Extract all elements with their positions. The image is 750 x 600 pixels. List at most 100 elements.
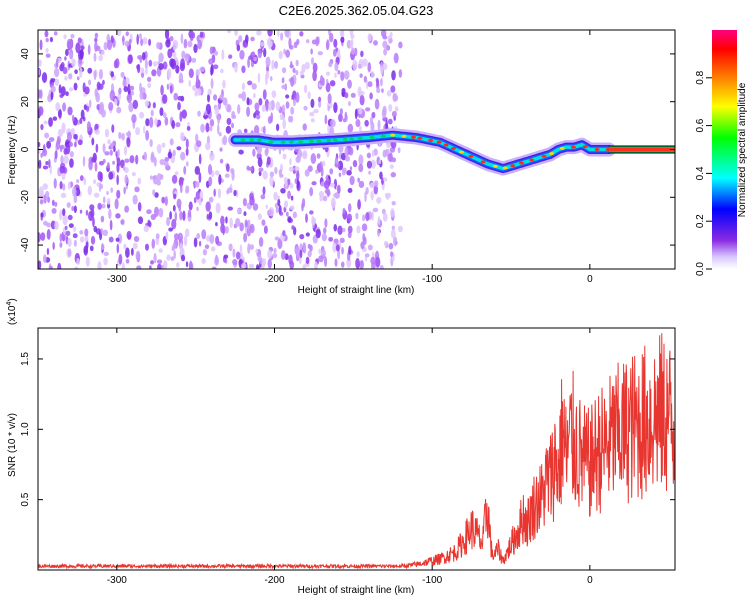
noise-speck <box>53 67 60 78</box>
noise-speck <box>296 170 300 181</box>
signal-peak <box>417 136 423 140</box>
noise-speck <box>63 34 67 39</box>
x-tick-label: -300 <box>107 575 127 586</box>
noise-speck <box>187 122 190 127</box>
noise-speck <box>169 35 174 42</box>
noise-speck <box>383 48 388 56</box>
noise-speck <box>362 58 368 67</box>
noise-speck <box>160 174 164 180</box>
noise-speck <box>74 266 79 269</box>
noise-speck <box>46 247 50 256</box>
noise-speck <box>347 123 354 134</box>
noise-speck <box>180 132 185 142</box>
noise-speck <box>71 58 76 67</box>
noise-speck <box>129 85 135 91</box>
noise-speck <box>133 235 140 242</box>
noise-speck <box>258 98 263 106</box>
noise-speck <box>173 193 177 200</box>
noise-speck <box>164 30 170 40</box>
noise-speck <box>366 160 373 169</box>
noise-speck <box>45 37 49 43</box>
noise-speck <box>315 36 319 47</box>
noise-speck <box>96 182 100 187</box>
noise-speck <box>154 118 158 126</box>
noise-speck <box>78 59 83 65</box>
noise-speck <box>178 72 184 83</box>
noise-speck <box>166 216 171 227</box>
noise-speck <box>246 106 251 117</box>
noise-speck <box>90 235 96 245</box>
noise-speck <box>390 251 394 258</box>
noise-speck <box>391 70 396 81</box>
noise-speck <box>115 237 120 242</box>
noise-speck <box>185 138 189 149</box>
noise-speck <box>161 142 166 148</box>
noise-speck <box>110 35 114 44</box>
noise-speck <box>109 149 113 156</box>
noise-speck <box>255 113 261 120</box>
noise-speck <box>329 168 334 175</box>
noise-speck <box>156 259 163 265</box>
noise-speck <box>62 208 66 216</box>
noise-speck <box>68 73 73 80</box>
noise-speck <box>121 132 125 141</box>
noise-speck <box>281 104 286 115</box>
noise-speck <box>322 195 328 202</box>
noise-speck <box>83 177 87 186</box>
noise-speck <box>270 112 274 123</box>
noise-speck <box>282 229 286 237</box>
noise-speck <box>55 102 61 112</box>
noise-speck <box>291 225 295 230</box>
noise-speck <box>86 121 92 132</box>
signal-peak <box>357 136 363 140</box>
noise-speck <box>328 32 334 43</box>
noise-speck <box>188 201 193 211</box>
noise-speck <box>180 151 186 161</box>
noise-speck <box>79 230 84 235</box>
noise-speck <box>382 35 388 40</box>
noise-speck <box>57 262 62 269</box>
noise-speck <box>59 242 63 248</box>
noise-speck <box>87 44 91 55</box>
noise-speck <box>68 223 74 228</box>
noise-speck <box>147 219 151 227</box>
noise-speck <box>148 59 153 67</box>
noise-speck <box>309 187 314 197</box>
noise-speck <box>358 107 363 115</box>
noise-speck <box>288 254 293 265</box>
noise-speck <box>217 115 220 125</box>
noise-speck <box>389 31 393 38</box>
noise-speck <box>371 111 376 119</box>
noise-speck <box>305 39 310 44</box>
noise-speck <box>215 202 221 214</box>
noise-speck <box>43 120 48 125</box>
signal-peak <box>502 166 508 170</box>
noise-speck <box>60 86 66 97</box>
noise-speck <box>249 196 255 206</box>
noise-speck <box>65 143 71 155</box>
noise-speck <box>356 251 360 258</box>
noise-speck <box>290 106 295 115</box>
noise-speck <box>210 78 214 90</box>
noise-speck <box>340 71 345 82</box>
noise-speck <box>310 98 315 109</box>
noise-speck <box>152 61 158 67</box>
noise-speck <box>99 101 105 113</box>
noise-speck <box>142 125 146 134</box>
noise-speck <box>294 247 300 256</box>
signal-peak <box>256 138 262 142</box>
noise-speck <box>385 193 390 201</box>
noise-speck <box>67 106 73 116</box>
noise-speck <box>68 142 74 147</box>
noise-speck <box>209 118 215 127</box>
noise-speck <box>243 128 248 134</box>
noise-speck <box>378 159 382 165</box>
noise-speck <box>42 165 49 170</box>
noise-speck <box>234 30 239 37</box>
noise-speck <box>116 174 119 186</box>
noise-speck <box>254 102 260 111</box>
noise-speck <box>376 78 380 87</box>
noise-speck <box>358 125 362 133</box>
noise-speck <box>149 116 154 128</box>
noise-speck <box>175 64 180 74</box>
